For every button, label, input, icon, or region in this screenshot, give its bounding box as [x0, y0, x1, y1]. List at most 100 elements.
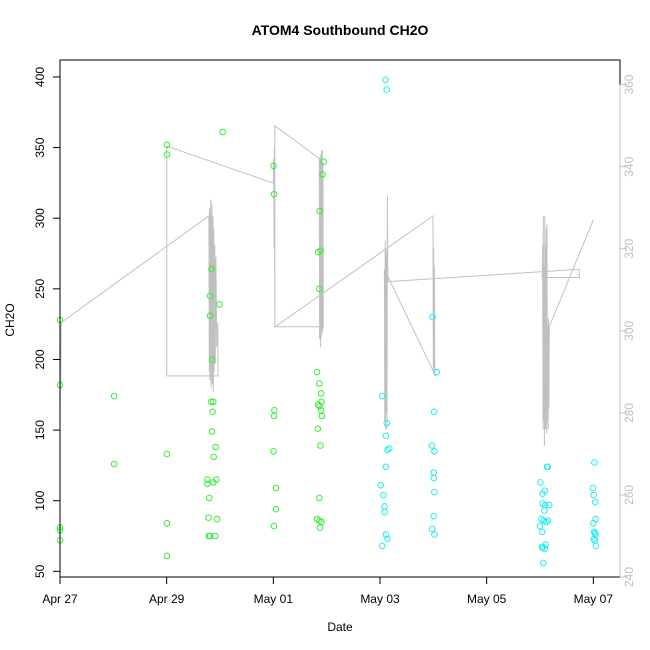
- data-point: [430, 469, 438, 476]
- data-point: [377, 481, 385, 489]
- data-point: [204, 480, 211, 488]
- data-point: [383, 419, 391, 427]
- data-point: [537, 479, 544, 486]
- data-point: [110, 460, 118, 468]
- data-point: [541, 507, 548, 514]
- data-point: [317, 442, 324, 449]
- y2-tick-label: 240: [622, 567, 636, 587]
- data-point: [591, 498, 599, 506]
- data-point: [163, 552, 171, 560]
- data-point: [208, 356, 216, 363]
- data-point: [316, 524, 324, 531]
- data-point: [433, 368, 441, 376]
- data-point: [270, 412, 278, 420]
- data-point: [382, 76, 389, 84]
- data-point: [314, 401, 322, 409]
- data-point: [209, 408, 216, 416]
- x-tick-label: May 03: [360, 592, 400, 606]
- x-tick-label: May 05: [467, 592, 507, 606]
- data-point: [270, 522, 278, 530]
- data-point: [386, 445, 393, 452]
- data-point: [212, 443, 219, 451]
- data-point: [429, 313, 436, 321]
- y-tick-label: 350: [33, 137, 47, 157]
- data-point: [546, 501, 553, 509]
- data-point: [206, 292, 214, 300]
- data-point: [378, 542, 386, 550]
- data-point: [382, 432, 390, 440]
- data-point: [272, 484, 280, 492]
- data-point: [270, 162, 277, 170]
- data-point: [319, 171, 326, 178]
- data-point: [317, 390, 325, 397]
- data-point: [382, 531, 390, 538]
- y-tick-label: 250: [33, 278, 47, 298]
- y2-tick-label: 280: [622, 403, 636, 423]
- data-point: [384, 446, 391, 454]
- plot-frame: [59, 59, 621, 578]
- data-point: [431, 531, 438, 538]
- data-point: [431, 488, 438, 496]
- x-axis-label: Date: [327, 620, 353, 634]
- data-point: [380, 491, 387, 499]
- data-point: [543, 518, 550, 526]
- data-point: [591, 537, 599, 544]
- data-point: [538, 528, 546, 536]
- y-axis-left: 50 100 150 200 250 300 350 400: [33, 67, 61, 578]
- data-point: [204, 476, 211, 483]
- y-axis-label: CH2O: [3, 303, 17, 336]
- data-point: [210, 453, 217, 461]
- x-tick-label: Apr 27: [42, 592, 78, 606]
- data-point: [219, 128, 226, 136]
- x-tick-label: Apr 29: [149, 592, 185, 606]
- data-point: [592, 542, 600, 550]
- y-tick-label: 150: [33, 420, 47, 440]
- y2-tick-label: 320: [622, 238, 636, 258]
- data-point: [163, 520, 171, 527]
- data-point: [378, 392, 386, 400]
- data-point: [313, 368, 321, 376]
- data-point: [383, 86, 391, 93]
- y-tick-label: 300: [33, 208, 47, 228]
- data-point: [316, 494, 323, 502]
- data-point: [381, 508, 389, 516]
- data-point: [541, 545, 549, 553]
- secondary-line-layer: [59, 124, 594, 446]
- data-point: [430, 408, 438, 416]
- data-point: [110, 392, 118, 400]
- y2-tick-label: 360: [622, 74, 636, 94]
- x-tick-label: May 01: [254, 592, 294, 606]
- data-point: [431, 448, 438, 455]
- data-point: [163, 450, 171, 458]
- data-point: [539, 544, 547, 551]
- y2-tick-label: 300: [622, 320, 636, 340]
- data-point: [541, 487, 549, 495]
- y-tick-label: 400: [33, 67, 47, 87]
- data-point: [272, 505, 280, 513]
- x-tick-label: May 07: [574, 592, 614, 606]
- data-point: [590, 520, 597, 527]
- x-axis: Apr 27 Apr 29 May 01 May 03 May 05 May 07: [42, 576, 614, 606]
- data-point: [270, 448, 277, 455]
- data-point: [316, 402, 323, 410]
- y-tick-label: 50: [33, 564, 47, 578]
- points-layer: [56, 76, 600, 567]
- data-point: [216, 301, 223, 308]
- data-point: [207, 398, 215, 406]
- data-point: [544, 517, 552, 524]
- secondary-series-line: [59, 124, 594, 446]
- data-point: [544, 463, 552, 471]
- data-point: [206, 494, 213, 502]
- data-point: [270, 190, 278, 198]
- data-point: [316, 380, 323, 387]
- y-tick-label: 200: [33, 349, 47, 369]
- data-point: [316, 285, 323, 293]
- y-axis-right: 240 260 280 300 320 340 360: [619, 74, 636, 587]
- data-point: [271, 407, 278, 414]
- data-point: [317, 247, 325, 254]
- data-point: [318, 412, 326, 420]
- data-point: [536, 522, 544, 530]
- data-point: [208, 265, 215, 273]
- chart-title: ATOM4 Southbound CH2O: [252, 22, 429, 38]
